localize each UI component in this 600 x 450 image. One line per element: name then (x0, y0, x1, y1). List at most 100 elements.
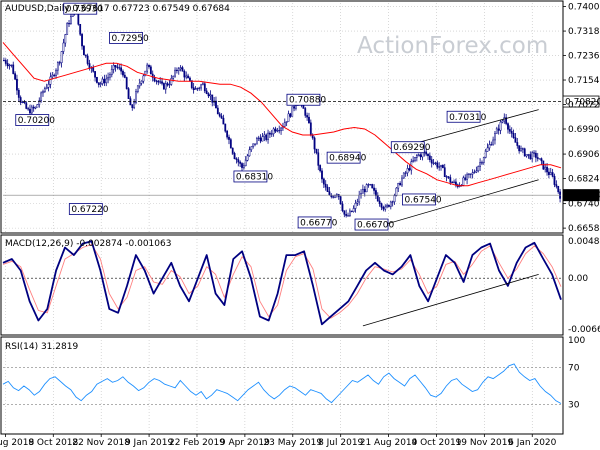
candle-body (490, 144, 493, 146)
candle-body (505, 117, 508, 124)
candle-body (326, 186, 329, 192)
candle-body (449, 177, 452, 183)
price-label: 0.69290 (393, 143, 430, 153)
candle-body (200, 84, 202, 89)
rsi-grid (3, 340, 561, 432)
watermark: ActionForex.com (357, 33, 548, 59)
candle-body (397, 182, 400, 189)
candle-body (462, 177, 465, 186)
candle-body (99, 83, 102, 85)
candle-body (94, 71, 96, 78)
candle-body (19, 97, 22, 103)
candle-body (86, 55, 89, 64)
candle-body (553, 176, 556, 185)
candle-body (469, 173, 472, 175)
candle-body (380, 203, 383, 208)
candle-body (196, 88, 199, 90)
candle-body (14, 73, 16, 80)
candle-body (68, 23, 70, 25)
candle-body (468, 173, 470, 176)
candle-body (205, 90, 208, 94)
candle-body (79, 24, 82, 35)
candle-body (555, 184, 558, 187)
candle-body (389, 201, 392, 207)
rsi-series-line (2, 363, 562, 404)
candle-body (395, 187, 398, 196)
candle-body (254, 143, 256, 145)
candle-body (369, 184, 372, 186)
candle-body (358, 194, 361, 203)
candle-body (375, 190, 377, 196)
candle-body (198, 87, 201, 89)
candle-body (263, 134, 266, 137)
candle-body (174, 69, 176, 77)
candle-body (308, 116, 310, 124)
candle-body (203, 83, 206, 92)
candle-body (218, 113, 221, 117)
macd-panel (0, 234, 564, 336)
candle-body (549, 172, 552, 175)
rsi-y-tick-label: 100 (568, 336, 585, 346)
candle-body (17, 89, 20, 98)
candle-body (228, 136, 230, 140)
price-label-box (402, 193, 436, 206)
candle-body (229, 139, 232, 149)
candle-body (287, 113, 290, 122)
candle-body (488, 144, 491, 149)
candle-body (278, 130, 281, 132)
rsi-y-tick-label: 30 (568, 400, 580, 410)
candle-body (408, 168, 411, 171)
candle-body (306, 115, 309, 118)
candle-body (110, 69, 113, 75)
candle-body (343, 210, 346, 215)
candle-body (348, 210, 351, 217)
candle-body (56, 62, 59, 71)
candle-body (237, 159, 240, 163)
price-label: 0.67220 (71, 205, 108, 215)
candle-body (362, 188, 364, 194)
candle-body (551, 172, 554, 177)
candle-body (270, 133, 273, 135)
candle-body (293, 106, 295, 109)
candle-body (66, 23, 69, 35)
candle-body (276, 130, 279, 132)
candle-body (40, 92, 43, 101)
candle-body (529, 154, 532, 160)
price-label: 0.66770 (300, 218, 337, 228)
candle-body (135, 91, 137, 103)
price-label: 0.70200 (18, 116, 55, 126)
candle-body (382, 206, 385, 210)
candle-body (122, 70, 124, 76)
candle-body (508, 129, 511, 132)
candle-body (97, 82, 100, 85)
candle-body (283, 122, 286, 127)
candle-body (51, 74, 54, 78)
candle-body (525, 154, 528, 157)
candle-body (168, 84, 171, 86)
candle-body (34, 106, 37, 109)
candle-body (269, 132, 271, 135)
candle-body (440, 164, 442, 167)
candle-body (425, 151, 428, 155)
candle-body (161, 81, 163, 84)
candle-body (42, 91, 44, 94)
candle-body (510, 131, 513, 134)
price-title: AUDUSD,Daily 0.67617 0.67723 0.67549 0.6… (5, 4, 230, 14)
rsi-y-tick-label: 70 (568, 364, 580, 374)
candle-body (83, 45, 85, 56)
candle-body (248, 149, 251, 157)
candle-body (384, 206, 387, 210)
macd-y-tick-label: -0.006624 (568, 325, 600, 335)
candle-body (471, 172, 474, 175)
candle-body (546, 166, 548, 173)
candle-body (399, 182, 402, 186)
price-label-box (68, 203, 103, 215)
candle-body (477, 166, 480, 172)
candle-body (507, 123, 509, 130)
price-label-box (286, 93, 321, 106)
